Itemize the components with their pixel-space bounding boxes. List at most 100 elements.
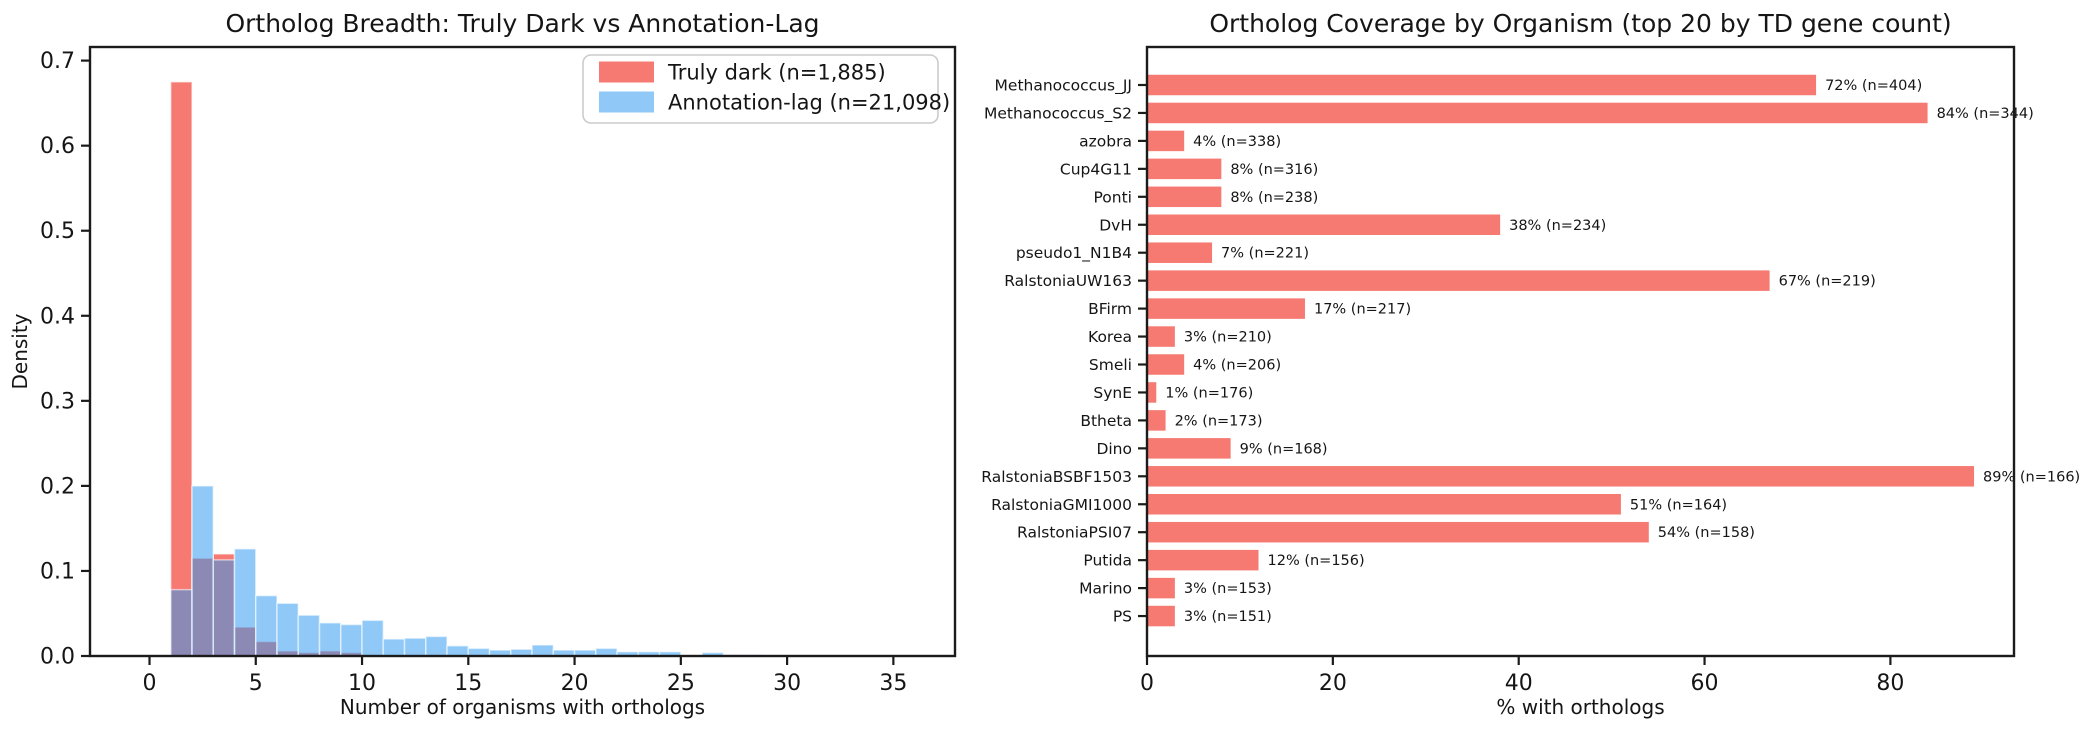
- bar: [1147, 521, 1649, 543]
- bar: [1147, 326, 1175, 347]
- y-tick-label: 0.4: [40, 304, 75, 329]
- x-tick-label: 20: [1319, 671, 1347, 696]
- y-tick-label: 0.7: [40, 49, 75, 74]
- category-label: Dino: [1096, 440, 1132, 458]
- axes-spines: [88, 45, 957, 658]
- histogram-bar: [170, 81, 193, 657]
- category-label: Methanococcus_JJ: [995, 77, 1132, 96]
- y-tick-label: 0.1: [40, 559, 75, 584]
- y-tick-label: 0.5: [40, 219, 75, 244]
- category-label: RalstoniaPSI07: [1017, 524, 1132, 542]
- category-label: Korea: [1088, 328, 1132, 346]
- x-tick-label: 0: [143, 671, 157, 696]
- bar: [1147, 438, 1231, 459]
- bar-value-label: 3% (n=153): [1184, 581, 1272, 597]
- bar-value-label: 9% (n=168): [1240, 441, 1328, 457]
- histogram-bar: [191, 485, 215, 657]
- y-tick-label: 0.3: [40, 389, 75, 414]
- bar-value-label: 67% (n=219): [1779, 274, 1876, 290]
- category-label: azobra: [1079, 132, 1132, 150]
- right-chart-title: Ortholog Coverage by Organism (top 20 by…: [1209, 9, 1951, 38]
- series-annotation-lag: [170, 485, 767, 657]
- bar-value-label: 2% (n=173): [1175, 413, 1263, 429]
- x-tick-label: 5: [249, 671, 263, 696]
- left-chart-title: Ortholog Breadth: Truly Dark vs Annotati…: [225, 9, 819, 38]
- bar: [1147, 410, 1166, 431]
- left-x-axis-label: Number of organisms with orthologs: [340, 695, 705, 719]
- histogram-bar: [170, 588, 193, 657]
- legend: Truly dark (n=1,885) Annotation-lag (n=21…: [582, 54, 950, 124]
- bar-value-label: 54% (n=158): [1658, 525, 1755, 541]
- x-tick-label: 15: [454, 671, 482, 696]
- x-tick-label: 80: [1876, 671, 1904, 696]
- right-x-axis-label: % with orthologs: [1496, 695, 1664, 719]
- bar-value-label: 84% (n=344): [1937, 106, 2034, 122]
- bar: [1147, 158, 1222, 180]
- category-label: RalstoniaBSBF1503: [981, 468, 1132, 486]
- bar: [1147, 577, 1175, 599]
- category-label: Methanococcus_S2: [984, 104, 1132, 123]
- bar-value-label: 3% (n=210): [1184, 330, 1272, 346]
- bar-value-label: 72% (n=404): [1825, 78, 1922, 94]
- bar: [1147, 186, 1222, 208]
- y-tick-label: 0.0: [40, 645, 75, 670]
- histogram-bar: [446, 645, 470, 657]
- left-chart-histogram: 0.0 0.1 0.2 0.3 0.4 0.5 0.6 0.7 0 5 10 15 20 25 30 35 Or…: [8, 9, 957, 719]
- bar-value-label: 4% (n=206): [1193, 358, 1281, 374]
- category-label: RalstoniaUW163: [1004, 272, 1132, 290]
- histogram-bar: [318, 622, 342, 657]
- category-label: RalstoniaGMI1000: [991, 496, 1132, 514]
- bar: [1147, 354, 1185, 375]
- histogram-bar: [531, 644, 555, 657]
- histogram-bar: [276, 602, 300, 657]
- bar: [1147, 466, 1975, 487]
- y-tick-label: 0.2: [40, 474, 75, 499]
- bar-value-label: 7% (n=221): [1221, 246, 1309, 262]
- x-tick-label: 30: [773, 671, 801, 696]
- bar: [1147, 74, 1817, 96]
- bar: [1147, 549, 1259, 571]
- x-tick-label: 35: [879, 671, 907, 696]
- bar: [1147, 214, 1501, 235]
- bar-value-label: 8% (n=238): [1230, 190, 1318, 206]
- right-chart-bar: Methanococcus_JJ 72% (n=404) Methanococcus…: [981, 9, 2080, 719]
- histogram-bar: [297, 614, 321, 657]
- histogram-bar: [340, 623, 363, 657]
- y-tick-label: 0.6: [40, 134, 75, 159]
- bar: [1147, 494, 1621, 515]
- category-label: Btheta: [1080, 412, 1132, 430]
- category-label: Smeli: [1089, 356, 1132, 374]
- x-tick-label: 10: [348, 671, 376, 696]
- legend-label: Annotation-lag (n=21,098): [668, 91, 950, 115]
- histogram-bar: [382, 638, 406, 657]
- axes-spines: [1145, 45, 2016, 658]
- legend-box: [582, 54, 939, 124]
- bar: [1147, 242, 1213, 263]
- histogram-bar: [361, 619, 385, 657]
- category-label: Cup4G11: [1060, 160, 1132, 178]
- bar: [1147, 270, 1770, 291]
- category-label: Putida: [1083, 552, 1132, 570]
- bar-value-label: 51% (n=164): [1630, 497, 1727, 513]
- legend-swatch: [599, 91, 654, 113]
- bar-value-label: 17% (n=217): [1314, 302, 1411, 318]
- category-label: BFirm: [1088, 300, 1132, 318]
- x-tick-label: 25: [667, 671, 695, 696]
- category-label: DvH: [1099, 216, 1132, 234]
- bar-value-label: 12% (n=156): [1268, 553, 1365, 569]
- histogram-bar: [255, 594, 278, 657]
- bar-value-label: 38% (n=234): [1509, 218, 1606, 234]
- category-label: Ponti: [1094, 188, 1133, 206]
- bar: [1147, 298, 1305, 319]
- category-label: PS: [1113, 608, 1132, 626]
- bar-value-label: 8% (n=316): [1230, 162, 1318, 178]
- histogram-bar: [233, 548, 257, 657]
- bar: [1147, 605, 1175, 627]
- bar-value-label: 3% (n=151): [1184, 609, 1272, 625]
- category-label: Marino: [1079, 580, 1132, 598]
- category-label: pseudo1_N1B4: [1016, 244, 1132, 263]
- bar: [1147, 102, 1928, 124]
- x-tick-label: 0: [1140, 671, 1154, 696]
